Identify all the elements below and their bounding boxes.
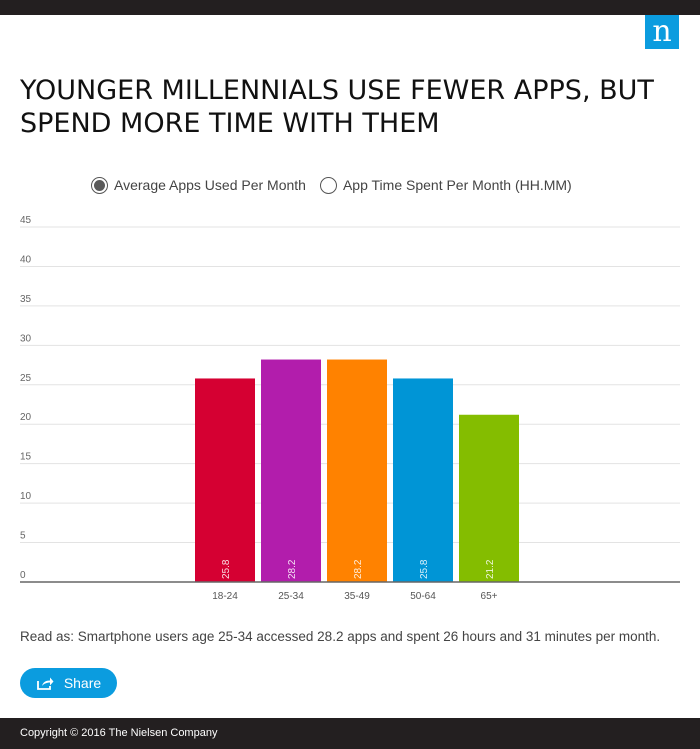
option-app-time[interactable]: App Time Spent Per Month (HH.MM)	[319, 176, 572, 194]
x-tick-label: 25-34	[278, 591, 304, 602]
x-tick-label: 65+	[481, 591, 498, 602]
y-tick-label: 15	[20, 452, 32, 463]
x-tick-label: 35-49	[344, 591, 370, 602]
y-tick-label: 45	[20, 215, 32, 226]
share-label: Share	[63, 675, 102, 691]
y-tick-label: 35	[20, 294, 32, 305]
y-tick-label: 25	[20, 373, 32, 384]
share-button[interactable]: Share	[20, 668, 117, 698]
y-tick-label: 40	[20, 254, 32, 265]
share-icon	[36, 677, 54, 690]
data-label: 28.2	[287, 559, 298, 579]
y-tick-label: 20	[20, 412, 32, 423]
nielsen-logo: n	[645, 15, 679, 49]
y-tick-label: 5	[20, 531, 26, 542]
bar	[327, 359, 387, 582]
data-label: 25.8	[419, 559, 430, 579]
option-average-apps-label: Average Apps Used Per Month	[114, 177, 306, 193]
radio-selected-icon[interactable]	[91, 176, 108, 194]
y-tick-label: 30	[20, 333, 32, 344]
bar	[459, 414, 519, 582]
metric-toggle: Average Apps Used Per Month App Time Spe…	[91, 173, 572, 197]
chart-title: YOUNGER MILLENNIALS USE FEWER APPS, BUT …	[20, 75, 654, 139]
x-tick-label: 18-24	[212, 591, 238, 602]
option-average-apps[interactable]: Average Apps Used Per Month	[91, 176, 306, 194]
footer-copyright: Copyright © 2016 The Nielsen Company	[0, 718, 700, 749]
data-label: 28.2	[353, 559, 364, 579]
bar	[393, 378, 453, 582]
x-tick-label: 50-64	[410, 591, 436, 602]
bar	[261, 359, 321, 582]
option-app-time-label: App Time Spent Per Month (HH.MM)	[342, 177, 572, 193]
bar	[195, 378, 255, 582]
radio-unselected-icon[interactable]	[319, 176, 337, 194]
data-label: 25.8	[221, 559, 232, 579]
top-bar	[0, 0, 700, 15]
bar-chart: 0 5 10 15 20 25 30 35 40 45 25.8 18-24 28.2 25-34 28.2…	[20, 215, 680, 602]
read-as-note: Read as: Smartphone users age 25-34 acce…	[20, 629, 661, 644]
data-label: 21.2	[485, 559, 496, 579]
y-tick-label: 0	[20, 570, 26, 581]
y-tick-label: 10	[20, 491, 32, 502]
